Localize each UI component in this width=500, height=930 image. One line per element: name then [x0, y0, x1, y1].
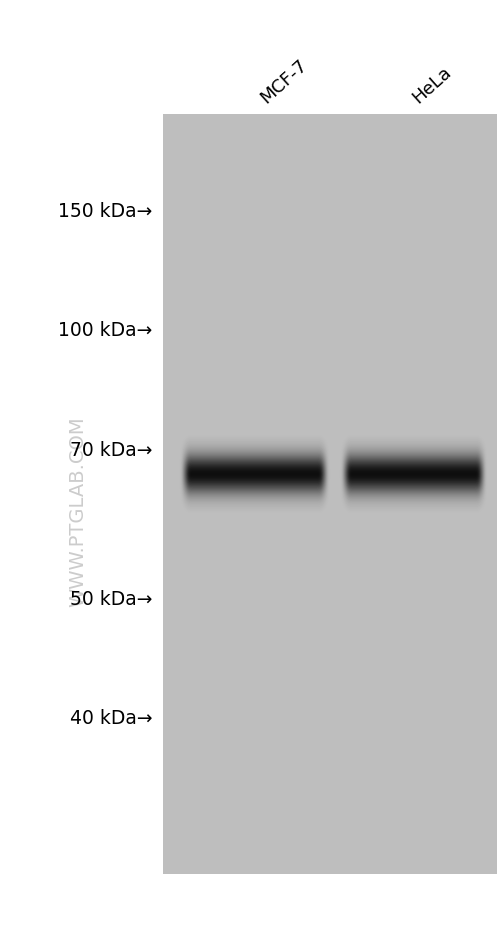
Text: MCF-7: MCF-7	[256, 56, 310, 107]
Bar	[163, 114, 497, 874]
Text: 70 kDa→: 70 kDa→	[70, 441, 152, 459]
Text: 100 kDa→: 100 kDa→	[58, 322, 152, 340]
Text: WWW.PTGLAB.COM: WWW.PTGLAB.COM	[68, 417, 87, 606]
Text: HeLa: HeLa	[408, 63, 455, 107]
Text: 40 kDa→: 40 kDa→	[70, 709, 152, 728]
Text: 50 kDa→: 50 kDa→	[70, 590, 152, 608]
Text: 150 kDa→: 150 kDa→	[58, 202, 152, 221]
